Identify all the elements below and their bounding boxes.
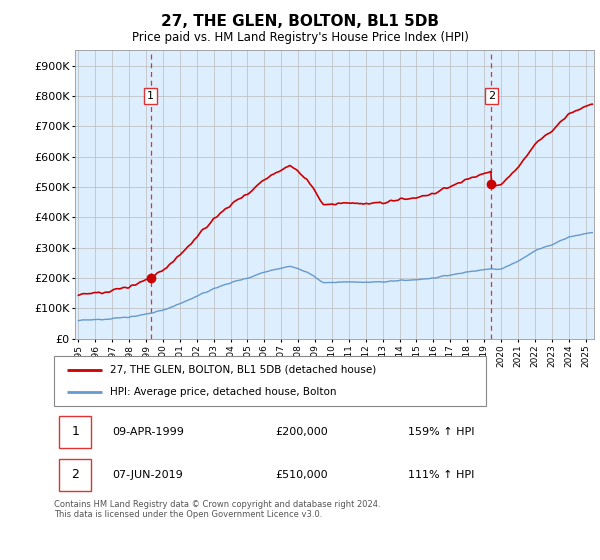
Text: 1: 1 — [147, 91, 154, 101]
Text: 07-JUN-2019: 07-JUN-2019 — [112, 470, 183, 480]
Text: Contains HM Land Registry data © Crown copyright and database right 2024.
This d: Contains HM Land Registry data © Crown c… — [54, 500, 380, 519]
Text: 159% ↑ HPI: 159% ↑ HPI — [408, 427, 474, 437]
Text: 27, THE GLEN, BOLTON, BL1 5DB: 27, THE GLEN, BOLTON, BL1 5DB — [161, 14, 439, 29]
FancyBboxPatch shape — [54, 356, 486, 406]
Text: 27, THE GLEN, BOLTON, BL1 5DB (detached house): 27, THE GLEN, BOLTON, BL1 5DB (detached … — [110, 365, 376, 375]
Text: 111% ↑ HPI: 111% ↑ HPI — [408, 470, 474, 480]
Text: 2: 2 — [71, 468, 79, 482]
Text: £200,000: £200,000 — [276, 427, 329, 437]
Text: Price paid vs. HM Land Registry's House Price Index (HPI): Price paid vs. HM Land Registry's House … — [131, 31, 469, 44]
Text: 2: 2 — [488, 91, 495, 101]
Text: 1: 1 — [71, 425, 79, 438]
Text: 09-APR-1999: 09-APR-1999 — [112, 427, 184, 437]
Text: HPI: Average price, detached house, Bolton: HPI: Average price, detached house, Bolt… — [110, 387, 337, 397]
Text: £510,000: £510,000 — [276, 470, 328, 480]
FancyBboxPatch shape — [59, 416, 91, 448]
FancyBboxPatch shape — [59, 459, 91, 491]
